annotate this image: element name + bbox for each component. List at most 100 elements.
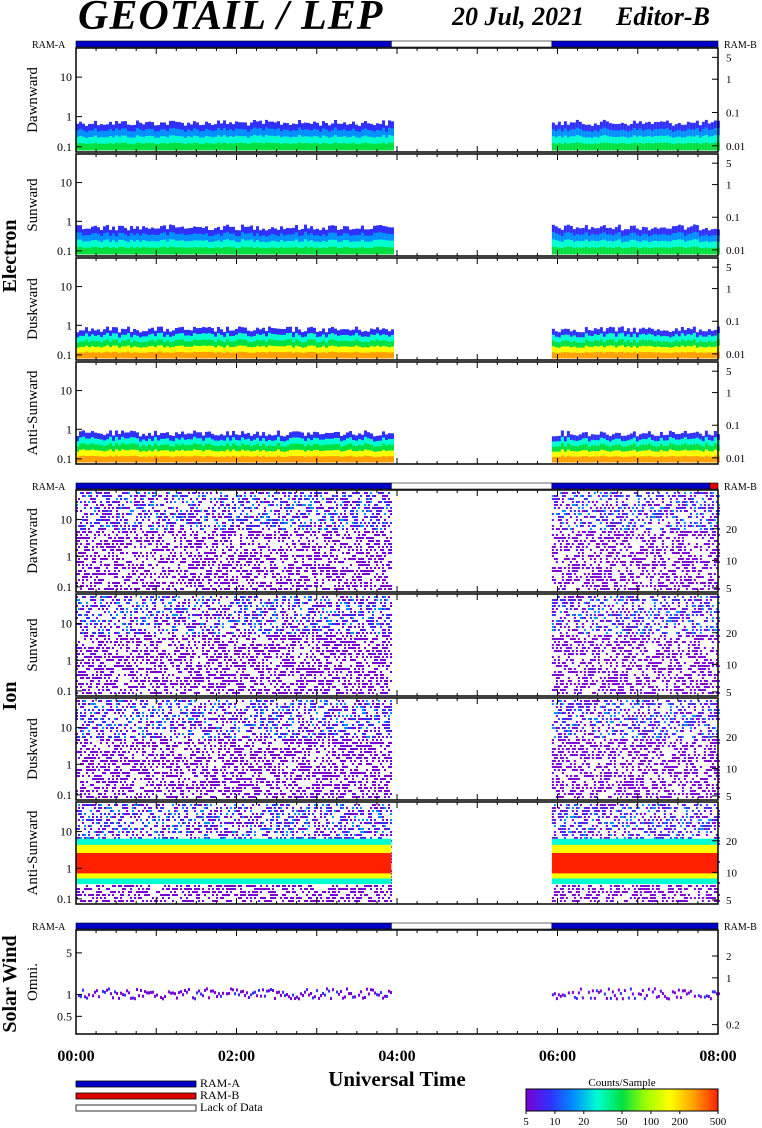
right-tick-label: 5	[726, 583, 732, 595]
right-tick-label: 10	[726, 659, 738, 671]
section-label-ion: Ion	[0, 682, 21, 711]
left-tick-label: 1	[66, 549, 72, 563]
legend-swatch	[76, 1093, 196, 1099]
panel-ylabel: Omni.	[25, 963, 41, 1001]
right-tick-label: 1	[726, 388, 732, 400]
ram-segment	[391, 923, 552, 929]
panel-frame	[76, 930, 718, 1034]
colorbar-tick-label: 50	[617, 1116, 629, 1128]
left-tick-label: 1	[66, 318, 72, 332]
section-label-solar-wind: Solar Wind	[0, 935, 21, 1032]
right-tick-label: 5	[726, 366, 732, 378]
x-tick-label: 04:00	[378, 1048, 415, 1065]
right-tick-label: 10	[726, 867, 738, 879]
panel-electron-dawnward: 10 1 0.1 5 1 0.1 0.01	[57, 48, 745, 154]
panel-ion-anti-sunward: 10 1 0.1 20 10 5	[57, 802, 738, 907]
left-tick-label: 1	[66, 214, 72, 228]
right-tick-label: 0.01	[726, 245, 745, 257]
colorbar-tick-label: 500	[710, 1116, 727, 1128]
left-tick-label: 1	[66, 861, 72, 875]
colorbar-title: Counts/Sample	[588, 1077, 655, 1089]
ram-left-label: RAM-A	[32, 922, 66, 933]
colorbar-tick-label: 200	[672, 1116, 689, 1128]
right-tick-label: 20	[726, 524, 738, 536]
ram-status-bar: RAM-A RAM-B	[32, 482, 757, 493]
right-tick-label: 5	[726, 687, 732, 699]
lep-summary-plot: 10 1 0.1 5 1 0.1 0.01 10 1 0.1 5 1 0.1 0.01 10 1 0.1 5 1 0.…	[0, 0, 762, 1128]
right-tick-label: 0.01	[726, 349, 745, 361]
left-tick-label: 10	[60, 70, 72, 84]
section-label-electron: Electron	[0, 220, 21, 293]
ram-left-label: RAM-A	[32, 40, 66, 51]
x-axis-label: Universal Time	[328, 1067, 465, 1091]
right-tick-label: 0.1	[726, 316, 740, 328]
left-tick-label: 10	[60, 825, 72, 839]
colorbar-tick-label: 20	[578, 1116, 590, 1128]
x-tick-label: 08:00	[699, 1048, 736, 1065]
left-tick-label: 0.1	[57, 788, 72, 802]
ram-segment	[552, 923, 718, 929]
left-tick-label: 1	[66, 757, 72, 771]
right-tick-label: 1	[726, 74, 732, 86]
ram-segment	[391, 41, 552, 47]
right-tick-label: 0.1	[726, 107, 740, 119]
ram-right-label: RAM-B	[724, 922, 757, 933]
left-tick-label: 0.1	[57, 452, 72, 466]
right-tick-label: 5	[726, 158, 732, 170]
right-tick-label: 0.1	[726, 420, 740, 432]
right-tick-label: 10	[726, 555, 738, 567]
left-tick-label: 10	[60, 721, 72, 735]
ram-segment	[552, 483, 710, 489]
legend-label: Lack of Data	[200, 1100, 263, 1114]
left-tick-label: 1	[66, 653, 72, 667]
right-tick-label: 5	[726, 791, 732, 803]
left-tick-label: 10	[60, 384, 72, 398]
ram-segment	[76, 923, 391, 929]
ram-segment	[710, 483, 718, 489]
right-tick-label: 1	[726, 284, 732, 296]
right-tick-label: 20	[726, 732, 738, 744]
left-tick-label: 0.1	[57, 580, 72, 594]
panel-ion-dawnward: 10 1 0.1 20 10 5	[57, 490, 738, 595]
left-tick-label: 10	[60, 176, 72, 190]
colorbar-tick-label: 100	[643, 1116, 660, 1128]
panel-ylabel: Dawnward	[25, 508, 41, 574]
ram-status-bar: RAM-A RAM-B	[32, 922, 757, 933]
left-tick-label: 1	[66, 110, 72, 124]
ram-right-label: RAM-B	[724, 482, 757, 493]
left-tick-label: 0.1	[57, 140, 72, 154]
panel-ylabel: Duskward	[25, 718, 41, 780]
right-tick-label: 5	[726, 262, 732, 274]
ram-status-bar: RAM-A RAM-B	[32, 40, 757, 51]
colorbar	[526, 1089, 718, 1111]
left-tick-label: 5	[66, 946, 72, 960]
left-tick-label: 0.1	[57, 892, 72, 906]
colorbar-tick-label: 5	[523, 1116, 529, 1128]
right-tick-label: 5	[726, 52, 732, 64]
ram-segment	[552, 41, 718, 47]
right-tick-label: 20	[726, 836, 738, 848]
panel-ylabel: Duskward	[25, 278, 41, 340]
right-tick-label: 0.1	[726, 212, 740, 224]
ram-segment	[391, 483, 552, 489]
ram-segment	[76, 41, 391, 47]
left-tick-label: 10	[60, 280, 72, 294]
panel-ylabel: Sunward	[25, 178, 41, 232]
panel-ylabel: Dawnward	[25, 67, 41, 133]
panel-ylabel: Anti-Sunward	[25, 810, 41, 895]
x-tick-label: 00:00	[57, 1048, 94, 1065]
right-tick-label: 5	[726, 895, 732, 907]
panel-ylabel: Anti-Sunward	[25, 370, 41, 455]
right-tick-label: 0.01	[726, 141, 745, 153]
ram-left-label: RAM-A	[32, 482, 66, 493]
x-tick-label: 06:00	[539, 1048, 576, 1065]
right-tick-label: 20	[726, 628, 738, 640]
left-tick-label: 10	[60, 513, 72, 527]
right-tick-label: 0.2	[726, 1020, 740, 1032]
left-tick-label: 10	[60, 617, 72, 631]
